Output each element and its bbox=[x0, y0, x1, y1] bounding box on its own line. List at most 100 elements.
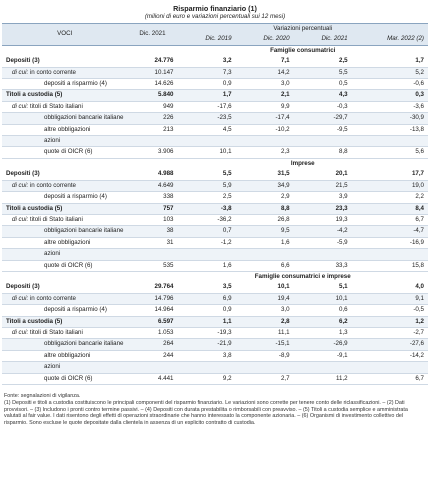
pct-change: -5,9 bbox=[293, 237, 352, 250]
pct-change: 3,0 bbox=[235, 304, 294, 317]
row-label: in conto corrente bbox=[29, 294, 76, 302]
table-row: altre obbligazioni 31 -1,2 1,6 -5,9 -16,9 bbox=[2, 237, 428, 250]
pct-change bbox=[293, 361, 352, 374]
pct-change bbox=[351, 248, 428, 261]
value-dic2021: 14.796 bbox=[127, 293, 178, 306]
table-row: azioni bbox=[2, 361, 428, 374]
table-row: di cui: in conto corrente 4.649 5,9 34,9 21,… bbox=[2, 180, 428, 193]
pct-change: -29,7 bbox=[293, 112, 352, 125]
row-label: altre obbligazioni bbox=[44, 238, 91, 246]
pct-change: 8,4 bbox=[351, 203, 428, 215]
pct-change: 9,5 bbox=[235, 225, 294, 238]
pct-change: 10,1 bbox=[293, 293, 352, 306]
pct-change: 6,2 bbox=[293, 316, 352, 328]
table-row: depositi a risparmio (4) 14.626 0,9 3,0 0,5-… bbox=[2, 78, 428, 91]
value-dic2021: 757 bbox=[127, 203, 178, 215]
section-spacer bbox=[2, 158, 128, 170]
row-label: Depositi (3) bbox=[6, 283, 40, 291]
row-label: in conto corrente bbox=[29, 68, 76, 76]
pct-change: 5,9 bbox=[177, 180, 236, 193]
pct-change: 6,7 bbox=[351, 373, 428, 386]
pct-change: 23,3 bbox=[293, 203, 352, 215]
value-dic2021: 244 bbox=[127, 350, 178, 363]
section-header: Imprese bbox=[2, 158, 428, 170]
pct-change: -36,2 bbox=[177, 214, 236, 227]
table-row: altre obbligazioni 244 3,8 -8,9 -9,1 -14,2 bbox=[2, 350, 428, 363]
header-voci: VOCI bbox=[2, 23, 128, 46]
value-dic2021: 14.626 bbox=[127, 78, 178, 91]
pct-change: -13,8 bbox=[351, 124, 428, 137]
row-label-cell: di cui: in conto corrente bbox=[2, 293, 128, 306]
table-title: Risparmio finanziario (1) bbox=[173, 4, 257, 13]
pct-change: 0,6 bbox=[293, 304, 352, 317]
pct-change: 5,1 bbox=[293, 282, 352, 294]
pct-change: -3,8 bbox=[177, 203, 236, 215]
row-label-cell: obbligazioni bancarie italiane bbox=[2, 225, 128, 238]
section-header: Famiglie consumatrici bbox=[2, 45, 428, 57]
row-label-cell: azioni bbox=[2, 361, 128, 374]
pct-change: 20,1 bbox=[293, 169, 352, 181]
pct-change: 0,7 bbox=[177, 225, 236, 238]
pct-change bbox=[235, 135, 294, 148]
pct-change: 8,8 bbox=[235, 203, 294, 215]
row-label: depositi a risparmio (4) bbox=[44, 80, 107, 88]
pct-change bbox=[177, 248, 236, 261]
pct-change: -3,6 bbox=[351, 101, 428, 114]
pct-change: 0,9 bbox=[177, 78, 236, 91]
pct-change: 3,2 bbox=[177, 56, 236, 68]
savings-table: VOCI Dic. 2021 Variazioni percentuali Di… bbox=[2, 23, 428, 386]
pct-change bbox=[351, 135, 428, 148]
table-row: di cui: titoli di Stato italiani 103 -36,2… bbox=[2, 214, 428, 227]
row-label-cell: depositi a risparmio (4) bbox=[2, 78, 128, 91]
footnotes: Fonte: segnalazioni di vigilanza. (1) De… bbox=[4, 393, 426, 427]
row-label: Depositi (3) bbox=[6, 170, 40, 178]
pct-change: -30,9 bbox=[351, 112, 428, 125]
row-label-cell: di cui: titoli di Stato italiani bbox=[2, 101, 128, 114]
row-label-cell: depositi a risparmio (4) bbox=[2, 304, 128, 317]
pct-change: 7,1 bbox=[235, 56, 294, 68]
row-label-cell: Depositi (3) bbox=[2, 56, 128, 68]
pct-change: 26,8 bbox=[235, 214, 294, 227]
value-dic2021: 29.764 bbox=[127, 282, 178, 294]
pct-change: 2,5 bbox=[177, 191, 236, 204]
row-label: Titoli a custodia (5) bbox=[6, 204, 63, 212]
row-label-cell: di cui: titoli di Stato italiani bbox=[2, 214, 128, 227]
value-dic2021 bbox=[127, 361, 178, 374]
row-label: depositi a risparmio (4) bbox=[44, 193, 107, 201]
row-label-cell: azioni bbox=[2, 248, 128, 261]
row-prefix: di cui: bbox=[12, 215, 29, 223]
row-label-cell: obbligazioni bancarie italiane bbox=[2, 338, 128, 351]
table-row: Depositi (3) 29.764 3,5 10,1 5,1 4,0 bbox=[2, 282, 428, 294]
pct-change: 15,8 bbox=[351, 260, 428, 272]
pct-change: 1,2 bbox=[351, 316, 428, 328]
pct-change: 21,5 bbox=[293, 180, 352, 193]
header-variazioni: Variazioni percentuali bbox=[177, 23, 428, 35]
pct-change: 9,2 bbox=[177, 373, 236, 386]
pct-change: -27,6 bbox=[351, 338, 428, 351]
header-dic2021: Dic. 2021 bbox=[127, 23, 178, 46]
value-dic2021: 949 bbox=[127, 101, 178, 114]
value-dic2021: 264 bbox=[127, 338, 178, 351]
row-label-cell: quote di OICR (6) bbox=[2, 146, 128, 159]
row-label-cell: quote di OICR (6) bbox=[2, 373, 128, 386]
row-label: altre obbligazioni bbox=[44, 125, 91, 133]
row-label-cell: altre obbligazioni bbox=[2, 237, 128, 250]
row-label: titoli di Stato italiani bbox=[29, 102, 83, 110]
pct-change: 11,1 bbox=[235, 327, 294, 340]
row-label-cell: Titoli a custodia (5) bbox=[2, 316, 128, 328]
row-label-cell: di cui: in conto corrente bbox=[2, 67, 128, 80]
pct-change: -23,5 bbox=[177, 112, 236, 125]
pct-change: 0,9 bbox=[177, 304, 236, 317]
table-row: Depositi (3) 24.776 3,2 7,1 2,5 1,7 bbox=[2, 56, 428, 68]
pct-change: -9,1 bbox=[293, 350, 352, 363]
pct-change: -9,5 bbox=[293, 124, 352, 137]
section-spacer bbox=[2, 271, 128, 283]
row-label: azioni bbox=[44, 137, 61, 145]
table-row: Depositi (3) 4.988 5,5 31,5 20,1 17,7 bbox=[2, 169, 428, 181]
row-label-cell: altre obbligazioni bbox=[2, 350, 128, 363]
pct-change: 6,9 bbox=[177, 293, 236, 306]
section-title: Famiglie consumatrici bbox=[177, 45, 428, 57]
value-dic2021: 3.906 bbox=[127, 146, 178, 159]
row-label: obbligazioni bancarie italiane bbox=[44, 227, 124, 235]
